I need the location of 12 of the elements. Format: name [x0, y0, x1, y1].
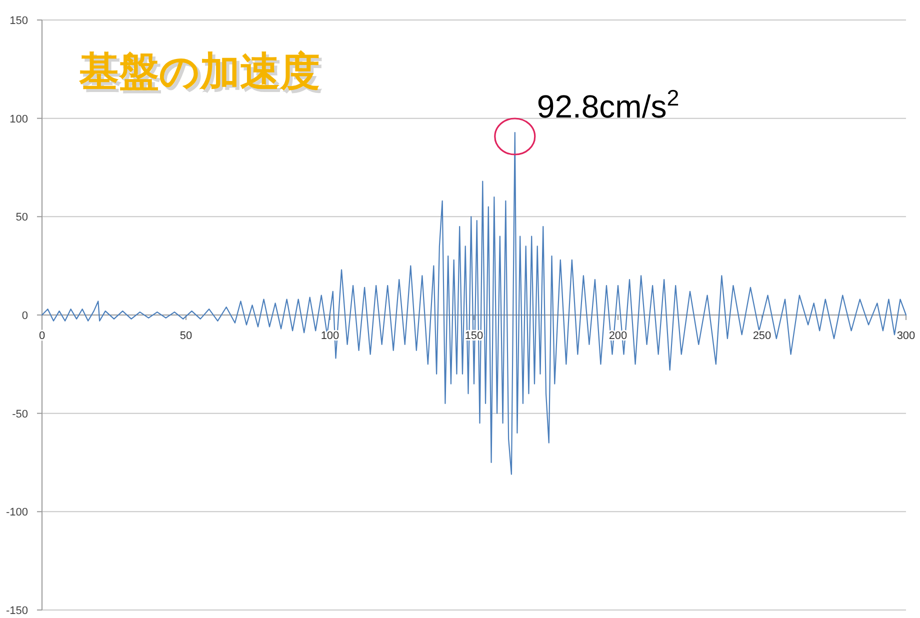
y-tick-label: 100	[10, 113, 28, 126]
annotation: 92.8cm/s$^{2}$	[536, 84, 680, 124]
x-tick-label: 0	[38, 330, 46, 342]
y-tick-label: -50	[12, 408, 28, 420]
x-tick-label: 300	[896, 330, 916, 342]
y-tick-label: 0	[22, 310, 28, 322]
y-tick-label: -150	[6, 605, 28, 617]
x-tick-label: 250	[752, 330, 772, 342]
y-tick-label: 50	[16, 212, 28, 224]
y-tick-label: 150	[10, 15, 28, 27]
x-tick-label: 50	[180, 330, 192, 342]
y-tick-label: -100	[6, 506, 28, 519]
